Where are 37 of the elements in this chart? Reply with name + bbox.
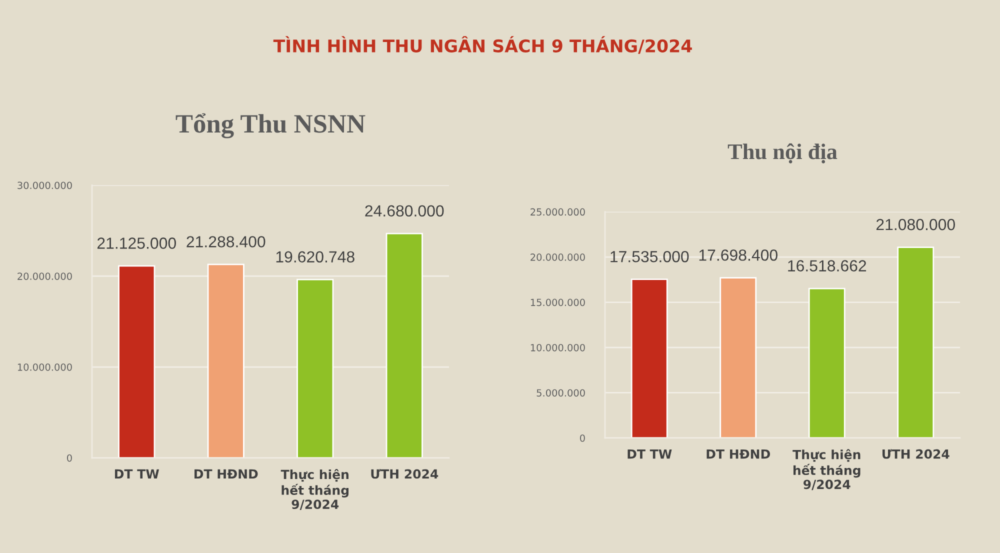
y-tick-label: 10.000.000 bbox=[530, 344, 585, 352]
x-tick-label: ƯTH 2024 bbox=[882, 449, 950, 459]
y-tick-label: 0 bbox=[580, 434, 585, 442]
y-tick-label: 5.000.000 bbox=[536, 389, 585, 397]
bar bbox=[720, 277, 757, 438]
data-label: 17.535.000 bbox=[610, 250, 689, 262]
text: TÌNH HÌNH THU NGÂN SÁCH 9 THÁNG/2024 bbox=[273, 36, 692, 54]
data-label: 21.080.000 bbox=[876, 218, 955, 230]
x-tick-label: DT HĐND bbox=[194, 469, 258, 478]
bar bbox=[386, 232, 423, 458]
bar bbox=[630, 278, 668, 438]
bar bbox=[808, 288, 846, 438]
y-tick-label: 25.000.000 bbox=[530, 208, 585, 216]
bar bbox=[207, 264, 244, 458]
x-tick-label: Thực hiện hết tháng 9/2024 bbox=[280, 468, 349, 510]
data-label: 24.680.000 bbox=[365, 205, 444, 217]
data-label: 19.620.748 bbox=[276, 251, 354, 263]
x-tick-label: Thực hiện hết tháng 9/2024 bbox=[792, 449, 860, 490]
y-tick-label: 15.000.000 bbox=[530, 298, 585, 306]
y-tick-label: 20.000.000 bbox=[530, 254, 585, 261]
y-tick-label: 30.000.000 bbox=[18, 182, 72, 190]
bar bbox=[118, 265, 156, 458]
y-tick-label: 10.000.000 bbox=[18, 363, 72, 371]
chart-title: Tổng Thu NSNN bbox=[176, 113, 366, 138]
data-label: 21.288.400 bbox=[186, 236, 266, 248]
x-tick-label: ƯTH 2024 bbox=[371, 469, 438, 479]
x-tick-label: DT HĐND bbox=[706, 449, 770, 459]
y-tick-label: 0 bbox=[67, 454, 72, 462]
bar bbox=[897, 246, 934, 438]
chart-title: Thu nội địa bbox=[728, 143, 838, 164]
y-tick-label: 20.000.000 bbox=[18, 272, 72, 280]
data-label: 21.125.000 bbox=[97, 238, 176, 249]
x-tick-label: DT TW bbox=[114, 469, 160, 478]
data-label: 16.518.662 bbox=[788, 260, 866, 272]
bar bbox=[296, 278, 334, 458]
x-tick-label: DT TW bbox=[628, 449, 672, 459]
data-label: 17.698.400 bbox=[699, 250, 778, 261]
